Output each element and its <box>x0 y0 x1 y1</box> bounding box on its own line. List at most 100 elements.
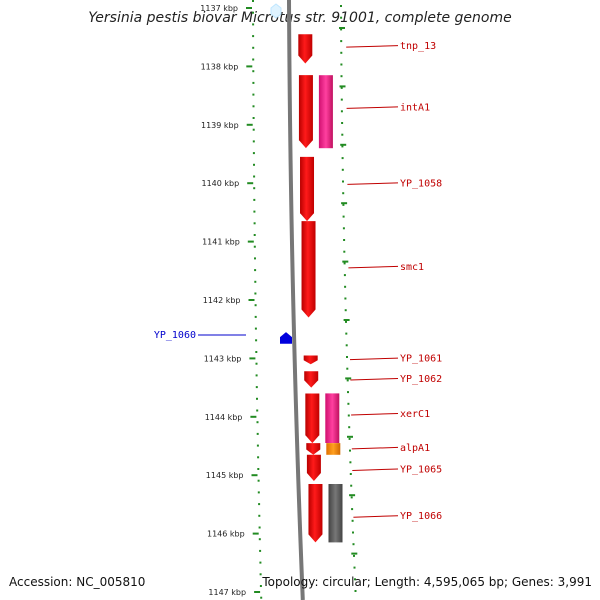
gene-label-YP_1062[interactable]: YP_1062 <box>400 374 442 385</box>
gene-YP_1062[interactable] <box>304 371 319 388</box>
scale-dot <box>347 414 350 417</box>
scale-tick <box>342 260 349 263</box>
leader-line-tnp_13 <box>346 45 399 48</box>
gene-label-tnp_13[interactable]: tnp_13 <box>400 41 436 52</box>
scale-dot <box>345 332 348 335</box>
scale-dot <box>253 245 256 248</box>
scale-dot <box>342 192 345 195</box>
gene-alpA1[interactable] <box>306 443 321 455</box>
scale-dot <box>252 117 255 119</box>
gene-label-YP_1065[interactable]: YP_1065 <box>400 465 442 476</box>
scale-dot <box>252 46 255 49</box>
scale-dot <box>253 210 256 213</box>
scale-dot <box>259 573 262 576</box>
scale-dot <box>340 98 343 101</box>
gene-label-YP_1061[interactable]: YP_1061 <box>400 354 442 365</box>
gene-label-YP_1066[interactable]: YP_1066 <box>400 511 442 522</box>
gene-label-smc1[interactable]: smc1 <box>400 262 424 273</box>
gene-YP_1060[interactable] <box>280 332 292 344</box>
feature-gray-YP_1066 <box>328 484 343 543</box>
scale-tick <box>246 123 253 126</box>
scale-dot <box>342 215 345 218</box>
scale-dot <box>340 5 342 7</box>
map-title: Yersinia pestis biovar Microtus str. 910… <box>88 10 512 26</box>
scale-dot <box>253 234 256 236</box>
scale-dot <box>346 379 349 382</box>
gene-label-intA1[interactable]: intA1 <box>400 102 430 113</box>
scale-dot <box>349 461 352 464</box>
scale-tick <box>254 591 261 593</box>
scale-dot <box>351 519 354 522</box>
scale-tick <box>349 494 356 497</box>
scale-tick <box>248 299 255 301</box>
genome-backbone <box>287 0 305 600</box>
scale-label: 1138 kbp <box>201 62 239 71</box>
scale-dot <box>260 596 263 599</box>
scale-dot <box>341 145 344 148</box>
scale-tick <box>252 532 259 535</box>
scale-label: 1142 kbp <box>203 296 241 305</box>
scale-dot <box>354 590 357 592</box>
scale-dot <box>258 526 261 529</box>
gene-intA1[interactable] <box>298 75 313 149</box>
scale-dot <box>340 110 343 113</box>
scale-dot <box>353 554 355 557</box>
gene-label-YP_1058[interactable]: YP_1058 <box>400 178 442 189</box>
scale-dot <box>252 93 255 96</box>
scale-tick <box>247 182 254 185</box>
scale-dot <box>344 297 347 300</box>
gene-YP_1061[interactable] <box>303 355 318 365</box>
scale-dot <box>353 566 356 569</box>
scale-dot <box>255 351 258 353</box>
scale-dot <box>257 479 260 482</box>
scale-dot <box>341 133 344 136</box>
scale-label: 1143 kbp <box>204 354 242 363</box>
scale-dot <box>346 367 349 370</box>
scale-dot <box>259 561 262 564</box>
gene-xerC1[interactable] <box>305 393 320 444</box>
leader-line-xerC1 <box>351 413 399 416</box>
scale-dot <box>252 152 255 155</box>
gene-YP_1065[interactable] <box>306 454 321 482</box>
scale-dot <box>252 58 255 61</box>
scale-dot <box>256 432 259 435</box>
scale-dot <box>255 339 258 342</box>
scale-dot <box>340 28 343 31</box>
scale-dot <box>352 543 355 546</box>
scale-tick <box>339 27 345 29</box>
scale-dot <box>252 0 254 2</box>
scale-label: 1139 kbp <box>201 121 239 130</box>
gene-YP_1058[interactable] <box>300 156 315 222</box>
scale-dot <box>341 157 344 160</box>
gene-label-YP_1060[interactable]: YP_1060 <box>154 330 196 341</box>
gene-YP_1066[interactable] <box>308 483 323 543</box>
scale-tick <box>347 435 353 438</box>
scale-tick <box>341 202 348 205</box>
scale-label: 1137 kbp <box>200 4 238 13</box>
scale-dot <box>341 122 344 124</box>
scale-dot <box>257 491 260 494</box>
scale-dot <box>252 105 255 108</box>
scale-dot <box>259 585 262 587</box>
scale-dot <box>253 163 255 166</box>
scale-dot <box>254 304 257 307</box>
feature-pink-intA1 <box>318 75 333 149</box>
scale-dot <box>343 250 346 253</box>
scale-dot <box>352 531 354 534</box>
scale-dot <box>343 262 346 265</box>
scale-label: 1146 kbp <box>207 530 245 539</box>
scale-dot <box>341 168 344 171</box>
scale-dot <box>256 397 258 400</box>
scale-dot <box>255 374 258 377</box>
scale-label: 1141 kbp <box>202 238 240 247</box>
gene-label-alpA1[interactable]: alpA1 <box>400 443 430 454</box>
gene-tnp_13[interactable] <box>298 34 313 64</box>
scale-dot <box>254 280 257 283</box>
scale-dot <box>256 421 259 424</box>
scale-dot <box>343 274 346 277</box>
gene-smc1[interactable] <box>301 221 316 318</box>
scale-dot <box>252 11 254 14</box>
gene-label-xerC1[interactable]: xerC1 <box>400 409 430 420</box>
scale-dot <box>347 402 350 405</box>
scale-tick <box>343 319 350 321</box>
